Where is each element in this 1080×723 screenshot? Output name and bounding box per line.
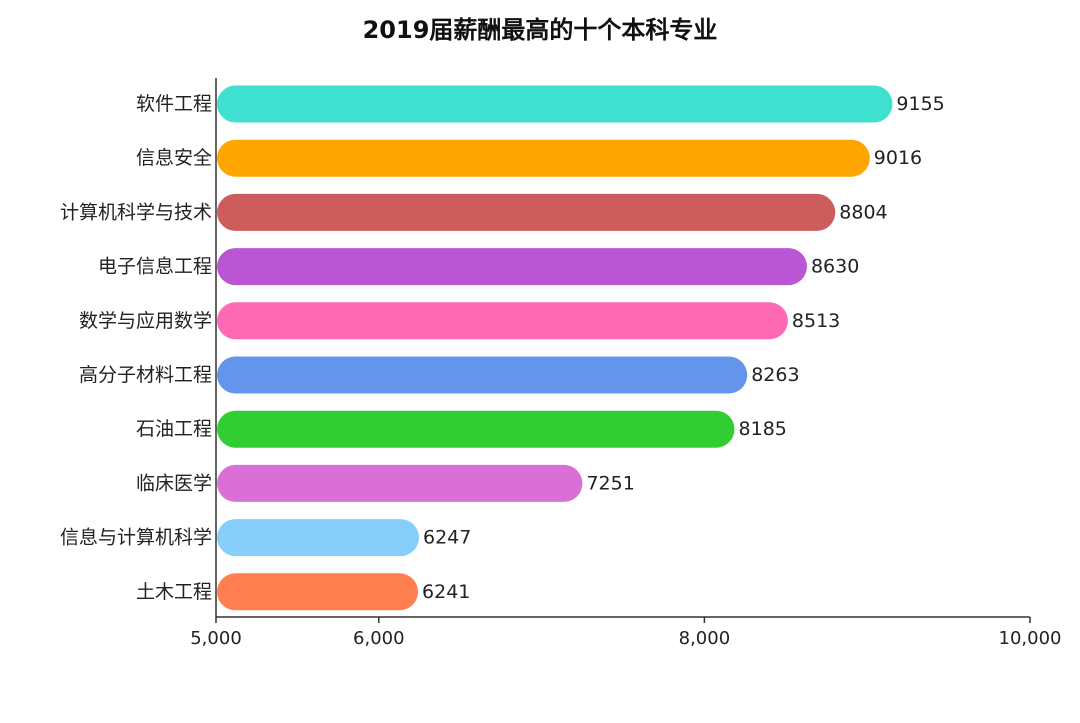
category-label-7: 临床医学 — [136, 472, 212, 494]
bar-3 — [217, 248, 807, 286]
category-label-8: 信息与计算机科学 — [60, 527, 212, 549]
bar-7 — [217, 464, 583, 502]
x-tick-label-0: 5,000 — [190, 628, 242, 649]
category-label-0: 软件工程 — [136, 93, 212, 115]
bar-0 — [217, 85, 893, 123]
value-label-8: 6247 — [423, 527, 471, 549]
value-label-4: 8513 — [792, 310, 840, 332]
category-label-4: 数学与应用数学 — [79, 310, 212, 332]
value-label-0: 9155 — [896, 93, 944, 115]
value-label-5: 8263 — [751, 364, 799, 386]
x-tick-label-2: 8,000 — [679, 628, 731, 649]
category-label-2: 计算机科学与技术 — [60, 201, 212, 223]
bar-8 — [217, 519, 420, 557]
bar-5 — [217, 356, 748, 394]
bar-2 — [217, 193, 836, 231]
value-label-7: 7251 — [586, 472, 634, 494]
bars-group: 软件工程 9155 信息安全 9016 计算机科学与技术 8804 电子信息工程 8630 数学… — [60, 85, 945, 611]
x-tick-label-1: 6,000 — [353, 628, 405, 649]
chart-title: 2019届薪酬最高的十个本科专业 — [362, 16, 718, 44]
category-label-5: 高分子材料工程 — [79, 364, 212, 386]
value-label-9: 6241 — [422, 581, 470, 603]
category-label-1: 信息安全 — [136, 147, 212, 169]
value-label-2: 8804 — [839, 201, 887, 223]
value-label-3: 8630 — [811, 256, 859, 278]
category-label-3: 电子信息工程 — [98, 256, 212, 278]
x-tick-label-3: 10,000 — [999, 628, 1062, 649]
value-label-1: 9016 — [874, 147, 922, 169]
bar-4 — [217, 302, 788, 340]
value-label-6: 8185 — [739, 418, 787, 440]
bar-9 — [217, 573, 419, 611]
category-label-9: 土木工程 — [136, 581, 212, 603]
category-label-6: 石油工程 — [136, 418, 212, 440]
x-axis-ticks: 5,000 6,000 8,000 10,000 — [190, 617, 1061, 649]
bar-1 — [217, 139, 870, 177]
bar-6 — [217, 410, 735, 448]
